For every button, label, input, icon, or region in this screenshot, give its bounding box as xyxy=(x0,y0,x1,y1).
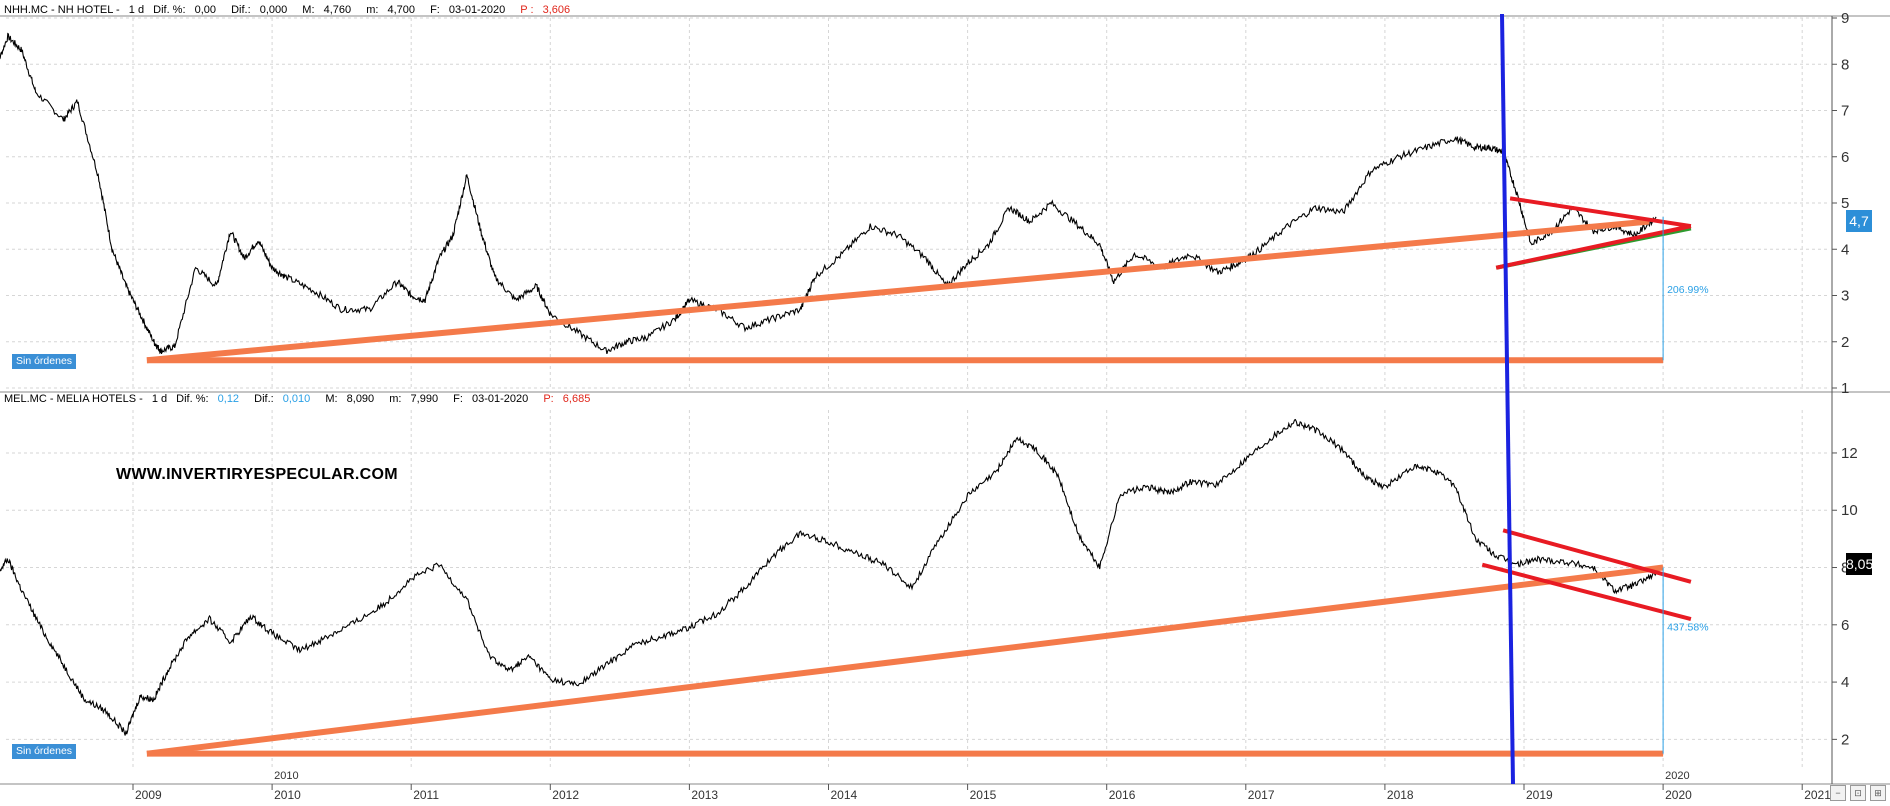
y-tick-label: 4 xyxy=(1841,674,1849,691)
nh-max-label: M: xyxy=(302,4,315,16)
y-tick-label: 7 xyxy=(1841,103,1849,120)
y-tick-label: 9 xyxy=(1841,10,1849,27)
nh-p-value: 3,606 xyxy=(542,4,571,16)
vertical-marker-line xyxy=(1500,13,1515,785)
nh-min-label: m: xyxy=(366,4,379,16)
grid-icon[interactable]: ⊞ xyxy=(1870,785,1886,801)
melia-dif-value: 0,010 xyxy=(282,393,311,405)
melia-p-value: 6,685 xyxy=(562,393,591,405)
y-tick-label: 6 xyxy=(1841,617,1849,634)
nh-difpct-label: Dif. %: xyxy=(153,4,186,16)
x-tick-label: 2013 xyxy=(691,788,718,802)
y-tick-label: 8 xyxy=(1841,560,1849,577)
price-series-line xyxy=(0,418,1657,736)
melia-date-value: 03-01-2020 xyxy=(471,393,529,405)
nh-symbol: NHH.MC - NH HOTEL - xyxy=(4,4,120,16)
x-tick-label: 2012 xyxy=(552,788,579,802)
x-tick-label: 2021 xyxy=(1804,788,1831,802)
melia-p-label: P: xyxy=(543,393,554,405)
x-tick-label: 2009 xyxy=(135,788,162,802)
x-tick-label: 2016 xyxy=(1109,788,1136,802)
measure-label: 206.99% xyxy=(1667,284,1708,296)
x-tick-label: 2011 xyxy=(413,788,439,802)
y-tick-label: 4 xyxy=(1841,241,1849,258)
x-tick-label: 2017 xyxy=(1248,788,1275,802)
melia-max-value: 8,090 xyxy=(346,393,375,405)
bottom-controls: − ⊡ ⊞ xyxy=(1830,785,1886,801)
melia-difpct-value: 0,12 xyxy=(217,393,240,405)
x-tick-label: 2018 xyxy=(1387,788,1414,802)
melia-dif-label: Dif.: xyxy=(254,393,274,405)
nh-dif-label: Dif.: xyxy=(231,4,251,16)
watermark: WWW.INVERTIRYESPECULAR.COM xyxy=(116,466,398,483)
melia-min-value: 7,990 xyxy=(410,393,439,405)
y-tick-label: 2 xyxy=(1841,334,1849,351)
channel-upper xyxy=(1502,528,1692,584)
y-tick-label: 10 xyxy=(1841,502,1858,519)
nh-date-label: F: xyxy=(430,4,440,16)
panel-year-label: 2020 xyxy=(1665,770,1689,782)
nh-date-value: 03-01-2020 xyxy=(448,4,506,16)
x-tick-label: 2020 xyxy=(1665,788,1692,802)
y-tick-label: 1 xyxy=(1841,380,1849,397)
melia-min-label: m: xyxy=(389,393,402,405)
x-tick-label: 2010 xyxy=(274,788,301,802)
melia-max-label: M: xyxy=(325,393,338,405)
nh-min-value: 4,700 xyxy=(387,4,416,16)
nh-header: NHH.MC - NH HOTEL - 1 d Dif. %: 0,00 Dif… xyxy=(4,3,582,17)
y-tick-label: 5 xyxy=(1841,195,1849,212)
triangle-lower xyxy=(1495,224,1692,270)
measure-label: 437.58% xyxy=(1667,622,1708,634)
rising-trendline xyxy=(146,218,1650,364)
y-tick-label: 8 xyxy=(1841,56,1849,73)
y-tick-label: 12 xyxy=(1841,445,1858,462)
melia-header: MEL.MC - MELIA HOTELS - 1 d Dif. %: 0,12… xyxy=(4,392,602,406)
triangle-upper xyxy=(1509,196,1692,229)
panel-year-label: 2010 xyxy=(274,770,298,782)
melia-orders-badge[interactable]: Sin órdenes xyxy=(12,744,77,759)
nh-p-label: P : xyxy=(520,4,534,16)
nh-dif-value: 0,000 xyxy=(259,4,288,16)
nh-last-price-tag: 4,7 xyxy=(1846,210,1872,232)
y-tick-label: 6 xyxy=(1841,149,1849,166)
melia-symbol: MEL.MC - MELIA HOTELS - xyxy=(4,393,143,405)
minus-icon[interactable]: − xyxy=(1830,785,1846,801)
x-tick-label: 2015 xyxy=(970,788,997,802)
zoom-icon[interactable]: ⊡ xyxy=(1850,785,1866,801)
x-tick-label: 2014 xyxy=(831,788,858,802)
y-tick-label: 2 xyxy=(1841,731,1849,748)
rising-trendline xyxy=(146,564,1664,757)
nh-orders-badge[interactable]: Sin órdenes xyxy=(12,354,77,369)
y-tick-label: 3 xyxy=(1841,288,1849,305)
melia-last-price-tag: 8,05 xyxy=(1846,553,1873,575)
x-tick-label: 2019 xyxy=(1526,788,1553,802)
channel-lower xyxy=(1481,562,1692,622)
melia-timeframe: 1 d xyxy=(151,393,168,405)
melia-date-label: F: xyxy=(453,393,463,405)
nh-difpct-value: 0,00 xyxy=(194,4,217,16)
melia-difpct-label: Dif. %: xyxy=(176,393,209,405)
price-series-line xyxy=(0,32,1657,355)
nh-max-value: 4,760 xyxy=(323,4,352,16)
nh-timeframe: 1 d xyxy=(128,4,145,16)
